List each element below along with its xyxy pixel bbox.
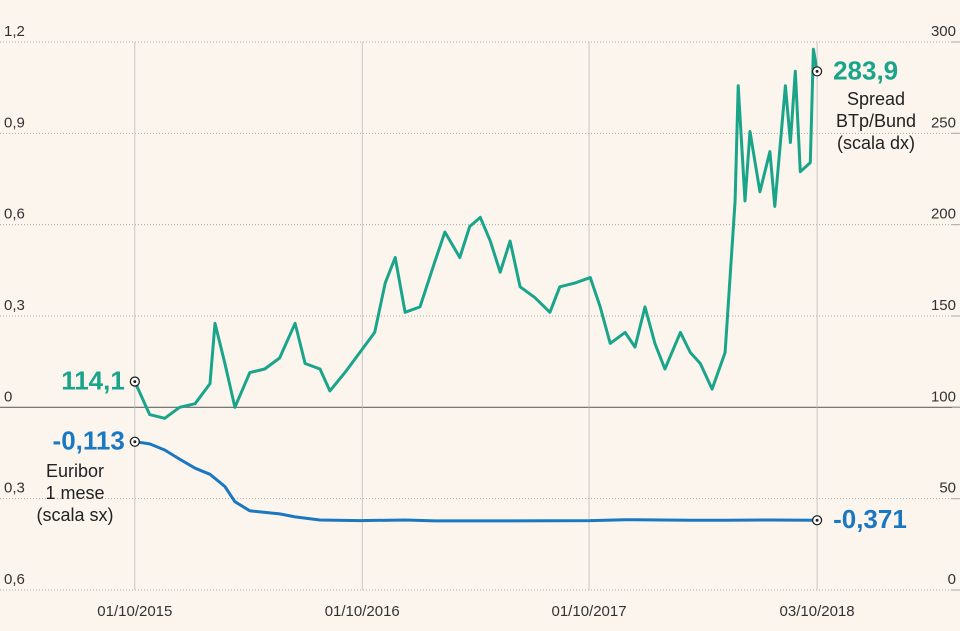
end-marker-dot (133, 440, 137, 444)
y2-tick-label: 100 (931, 388, 956, 405)
legend-label: (scala dx) (837, 133, 915, 153)
y2-tick-label: 50 (939, 480, 956, 497)
y2-tick-label: 300 (931, 23, 956, 40)
x-tick-label: 03/10/2018 (780, 603, 855, 620)
end-marker-dot (133, 380, 137, 384)
legend-label: BTp/Bund (836, 111, 916, 131)
end-marker-dot (815, 69, 819, 73)
value-label: -0,113 (53, 426, 125, 456)
legend-label: (scala sx) (36, 505, 113, 525)
legend-label: Spread (847, 89, 905, 109)
x-tick-label: 01/10/2015 (97, 603, 172, 620)
value-label: 283,9 (833, 55, 898, 85)
x-tick-label: 01/10/2016 (325, 603, 400, 620)
series-line (134, 440, 818, 523)
y-tick-label: 0 (4, 388, 12, 405)
y-tick-label: 0,3 (4, 297, 25, 314)
y-tick-label: 0,9 (4, 114, 25, 131)
series-line (133, 47, 819, 420)
end-marker-dot (815, 518, 819, 522)
x-tick-label: 01/10/2017 (552, 603, 627, 620)
y-tick-label: 0,3 (4, 480, 25, 497)
value-label: -0,371 (833, 504, 907, 534)
y2-tick-label: 250 (931, 114, 956, 131)
y-tick-label: 0,6 (4, 571, 25, 588)
y2-tick-label: 150 (931, 297, 956, 314)
legend-label: 1 mese (45, 483, 104, 503)
value-label: 114,1 (61, 365, 125, 395)
y-tick-label: 0,6 (4, 206, 25, 223)
y2-tick-label: 0 (948, 571, 956, 588)
y2-tick-label: 200 (931, 206, 956, 223)
legend-label: Euribor (46, 461, 104, 481)
y-tick-label: 1,2 (4, 23, 25, 40)
